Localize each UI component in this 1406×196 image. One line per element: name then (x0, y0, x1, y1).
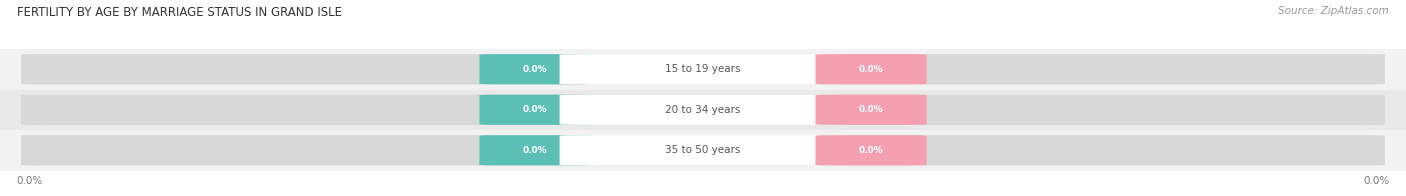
FancyBboxPatch shape (479, 135, 591, 165)
FancyBboxPatch shape (0, 90, 1406, 130)
FancyBboxPatch shape (815, 95, 927, 125)
FancyBboxPatch shape (21, 95, 1385, 125)
FancyBboxPatch shape (560, 54, 846, 84)
FancyBboxPatch shape (479, 54, 591, 84)
Text: 0.0%: 0.0% (523, 105, 547, 114)
Text: 0.0%: 0.0% (523, 65, 547, 74)
FancyBboxPatch shape (560, 135, 846, 165)
Text: 0.0%: 0.0% (859, 65, 883, 74)
FancyBboxPatch shape (560, 95, 846, 125)
Text: 35 to 50 years: 35 to 50 years (665, 145, 741, 155)
Text: 0.0%: 0.0% (523, 146, 547, 155)
Text: 0.0%: 0.0% (859, 105, 883, 114)
FancyBboxPatch shape (815, 135, 927, 165)
Text: 20 to 34 years: 20 to 34 years (665, 105, 741, 115)
Text: 0.0%: 0.0% (859, 146, 883, 155)
Text: 0.0%: 0.0% (1362, 176, 1389, 186)
FancyBboxPatch shape (21, 54, 1385, 84)
FancyBboxPatch shape (0, 49, 1406, 90)
Text: 15 to 19 years: 15 to 19 years (665, 64, 741, 74)
Text: Source: ZipAtlas.com: Source: ZipAtlas.com (1278, 6, 1389, 16)
FancyBboxPatch shape (815, 54, 927, 84)
Text: 0.0%: 0.0% (17, 176, 44, 186)
FancyBboxPatch shape (21, 135, 1385, 165)
FancyBboxPatch shape (479, 95, 591, 125)
Text: FERTILITY BY AGE BY MARRIAGE STATUS IN GRAND ISLE: FERTILITY BY AGE BY MARRIAGE STATUS IN G… (17, 6, 342, 19)
FancyBboxPatch shape (0, 130, 1406, 171)
